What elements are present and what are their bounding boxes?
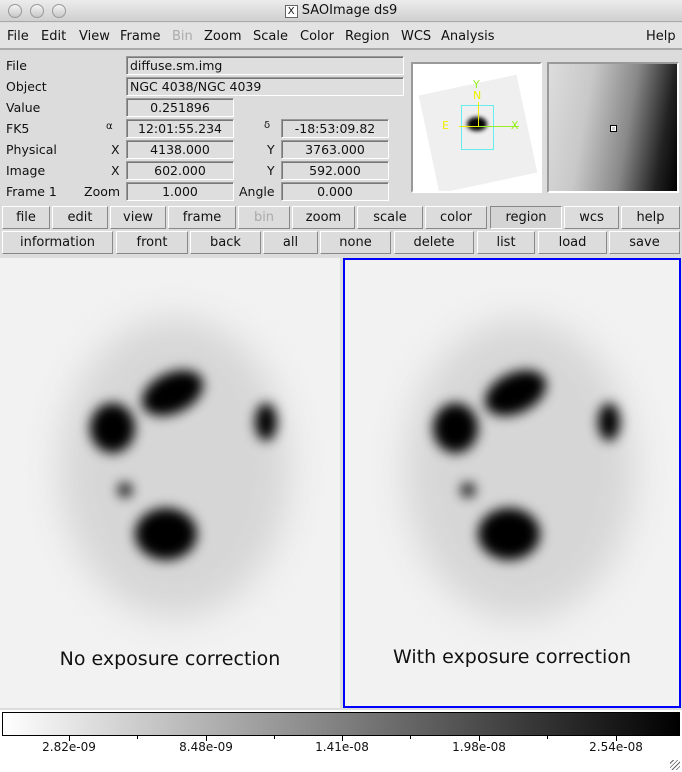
image-frame-2[interactable]: With exposure correction (343, 258, 681, 708)
physical-x-field: 4138.000 (126, 140, 234, 159)
image-x-field: 602.000 (126, 161, 234, 180)
button-region[interactable]: region (490, 206, 562, 229)
button-wcs[interactable]: wcs (564, 206, 619, 229)
image-y-field: 592.000 (281, 161, 389, 180)
delta-label: δ (264, 120, 271, 131)
button-back[interactable]: back (190, 231, 261, 254)
button-information[interactable]: information (2, 231, 113, 254)
button-none[interactable]: none (320, 231, 391, 254)
frame-caption: With exposure correction (392, 646, 631, 668)
physical-y-field: 3763.000 (281, 140, 389, 159)
colorbar-tick-label: 2.82e-09 (42, 740, 96, 754)
button-zoom[interactable]: zoom (292, 206, 355, 229)
ra-field: 12:01:55.234 (126, 119, 234, 138)
frame-caption: No exposure correction (59, 648, 281, 670)
colorbar-tick-label: 8.48e-09 (179, 740, 233, 754)
image-label: Image (6, 163, 46, 178)
colorbar-tick-label: 1.98e-08 (452, 740, 506, 754)
button-color[interactable]: color (425, 206, 487, 229)
angle-label: Angle (239, 184, 275, 199)
galaxy-blob (433, 403, 478, 453)
angle-field: 0.000 (281, 182, 389, 201)
alpha-label: α (106, 121, 113, 132)
button-file[interactable]: file (2, 206, 50, 229)
colorbar-tick-label: 1.41e-08 (315, 740, 369, 754)
button-all[interactable]: all (263, 231, 318, 254)
panner-view-box[interactable] (461, 105, 494, 150)
minimize-window-button[interactable] (30, 4, 44, 18)
menu-region[interactable]: Region (345, 29, 390, 44)
button-list[interactable]: list (477, 231, 535, 254)
panner-x-label: X (511, 119, 519, 132)
menu-frame[interactable]: Frame (120, 29, 161, 44)
image-frame-1[interactable]: No exposure correction (0, 258, 340, 708)
window-title: X SAOImage ds9 (0, 3, 682, 18)
resize-grip-icon[interactable] (670, 760, 680, 770)
physical-y-label: Y (267, 142, 275, 157)
menu-file[interactable]: File (7, 29, 29, 44)
button-save[interactable]: save (609, 231, 680, 254)
button-load[interactable]: load (538, 231, 607, 254)
button-frame[interactable]: frame (168, 206, 236, 229)
physical-label: Physical (6, 142, 57, 157)
physical-x-label: X (111, 142, 120, 157)
panner[interactable]: Y N E X (411, 62, 542, 193)
panner-y-label: Y (473, 78, 480, 91)
close-window-button[interactable] (8, 4, 22, 18)
magnifier-cursor-icon (610, 125, 617, 132)
file-label: File (6, 58, 27, 73)
galaxy-blob (118, 483, 132, 497)
title-bar: X SAOImage ds9 (0, 0, 682, 22)
object-label: Object (6, 79, 47, 94)
file-field: diffuse.sm.img (126, 56, 404, 75)
button-bar-bottom: information front back all none delete l… (0, 230, 682, 255)
value-label: Value (6, 100, 41, 115)
menu-bar: File Edit View Frame Bin Zoom Scale Colo… (0, 23, 682, 50)
menu-color[interactable]: Color (300, 29, 334, 44)
button-bin: bin (238, 206, 290, 229)
galaxy-blob (478, 508, 540, 560)
button-help[interactable]: help (621, 206, 680, 229)
button-scale[interactable]: scale (357, 206, 423, 229)
panner-e-label: E (442, 119, 449, 132)
value-field: 0.251896 (126, 98, 234, 117)
zoom-label: Zoom (84, 184, 121, 199)
panner-n-label: N (473, 89, 482, 102)
button-view[interactable]: view (110, 206, 166, 229)
menu-edit[interactable]: Edit (41, 29, 67, 44)
galaxy-blob (255, 403, 277, 441)
dec-field: -18:53:09.82 (281, 119, 389, 138)
image-x-label: X (111, 163, 120, 178)
object-field: NGC 4038/NGC 4039 (126, 77, 404, 96)
menu-view[interactable]: View (79, 29, 110, 44)
zoom-field: 1.000 (126, 182, 234, 201)
menu-analysis[interactable]: Analysis (441, 29, 495, 44)
galaxy-blob (598, 403, 620, 441)
button-edit[interactable]: edit (52, 206, 108, 229)
galaxy-blob (90, 403, 135, 453)
menu-help[interactable]: Help (646, 29, 676, 44)
button-front[interactable]: front (116, 231, 188, 254)
menu-wcs[interactable]: WCS (401, 29, 432, 44)
fk5-label: FK5 (6, 121, 30, 136)
menu-bin: Bin (172, 29, 193, 44)
colorbar-tick-label: 2.54e-08 (589, 740, 643, 754)
menu-scale[interactable]: Scale (253, 29, 288, 44)
galaxy-blob (461, 483, 475, 497)
galaxy-blob (135, 508, 197, 560)
button-bar-top: file edit view frame bin zoom scale colo… (0, 205, 682, 230)
magnifier (547, 62, 679, 193)
colorbar[interactable] (2, 712, 680, 736)
panner-galaxy (467, 117, 487, 131)
button-delete[interactable]: delete (394, 231, 474, 254)
image-y-label: Y (267, 163, 275, 178)
x11-icon: X (284, 5, 298, 18)
menu-zoom[interactable]: Zoom (204, 29, 242, 44)
zoom-window-button[interactable] (52, 4, 66, 18)
frame-label: Frame 1 (6, 184, 57, 199)
